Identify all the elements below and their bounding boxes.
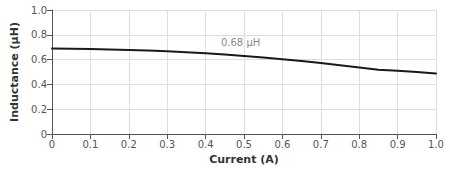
svg-text:0.68 μH: 0.68 μH [221,37,260,48]
svg-text:Inductance (μH): Inductance (μH) [8,22,21,122]
svg-text:0.8: 0.8 [31,29,47,40]
svg-text:0.9: 0.9 [390,139,406,150]
svg-text:0.6: 0.6 [31,54,47,65]
svg-text:0.2: 0.2 [31,104,47,115]
svg-text:Current (A): Current (A) [209,153,279,166]
svg-text:0.6: 0.6 [274,139,290,150]
svg-text:0.1: 0.1 [82,139,98,150]
svg-text:0.5: 0.5 [236,139,252,150]
svg-text:1.0: 1.0 [428,139,444,150]
svg-text:0.7: 0.7 [313,139,329,150]
svg-text:0: 0 [49,139,55,150]
svg-text:0: 0 [41,129,47,140]
svg-text:0.3: 0.3 [159,139,175,150]
svg-text:0.4: 0.4 [31,79,47,90]
svg-text:1.0: 1.0 [31,5,47,16]
svg-text:0.2: 0.2 [121,139,137,150]
svg-text:0.8: 0.8 [351,139,367,150]
svg-text:0.4: 0.4 [198,139,214,150]
